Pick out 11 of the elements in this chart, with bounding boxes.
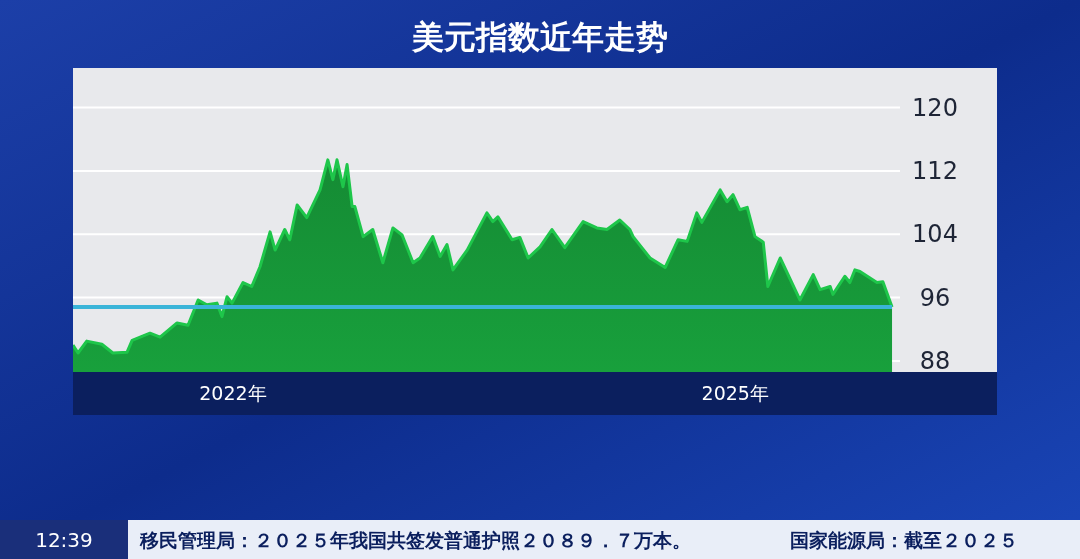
- y-tick-label: 96: [919, 283, 951, 312]
- x-tick-label: 2022年: [199, 382, 267, 404]
- y-tick-label: 120: [912, 93, 958, 122]
- text: 移民管理局：２０２５年我国共签发普通护照２０８９．７万本。: [139, 529, 691, 551]
- y-tick-label: 112: [912, 156, 958, 185]
- chart-title: 美元指数近年走势: [411, 18, 668, 56]
- x-tick-label: 2025年: [701, 382, 769, 404]
- y-tick-label: 104: [912, 220, 958, 249]
- text: 12:39: [35, 528, 93, 552]
- text: 国家能源局：截至２０２５: [790, 529, 1018, 551]
- y-tick-label: 88: [919, 346, 951, 375]
